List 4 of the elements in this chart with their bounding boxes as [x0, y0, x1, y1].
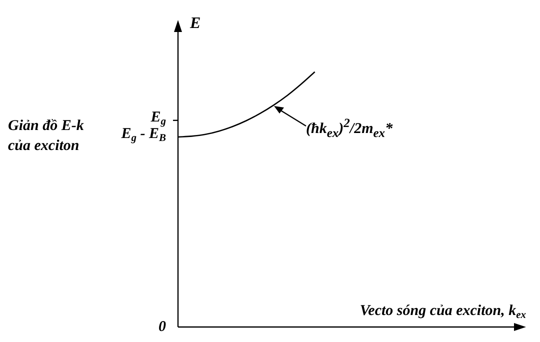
- text: Giản đồ E-k của exciton: [8, 117, 85, 156]
- annotation: (ħk$_{ex}$)$^{2}$/2m$_{ex}$*: [306, 116, 393, 141]
- y-axis-title: E: [189, 15, 201, 32]
- text: 0: [158, 318, 166, 335]
